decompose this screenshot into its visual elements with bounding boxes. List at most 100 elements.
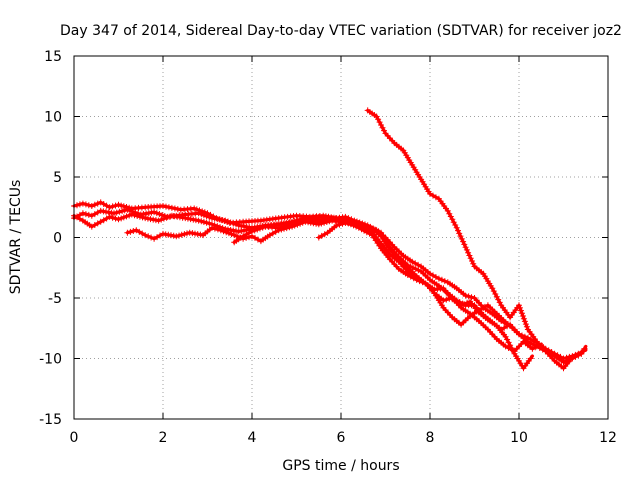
data-point-marker <box>158 216 165 223</box>
data-point-marker <box>120 203 127 210</box>
data-point-marker <box>109 214 116 221</box>
data-point-marker <box>458 302 465 309</box>
series-line <box>125 219 543 353</box>
data-point-marker <box>142 232 149 239</box>
y-axis-label: SDTVAR / TECUs <box>8 180 24 295</box>
data-point-marker <box>168 204 175 211</box>
data-point-marker <box>225 230 232 237</box>
data-point-marker <box>462 244 469 251</box>
data-point-marker <box>323 216 330 223</box>
data-point-marker <box>522 321 529 328</box>
data-point-marker <box>214 226 221 233</box>
data-point-marker <box>79 200 86 207</box>
data-point-marker <box>115 216 122 223</box>
data-point-marker <box>441 278 448 285</box>
data-point-marker <box>468 294 475 301</box>
data-point-marker <box>126 212 133 219</box>
data-point-marker <box>119 208 126 215</box>
y-tick-label: -15 <box>39 412 62 428</box>
series-arc-6 <box>315 220 535 372</box>
data-point-marker <box>321 217 328 224</box>
data-point-marker <box>165 204 172 211</box>
data-point-marker <box>249 228 255 235</box>
data-point-marker <box>467 255 474 262</box>
data-point-marker <box>259 224 266 231</box>
data-point-marker <box>166 213 173 220</box>
series-arc-4 <box>124 217 543 355</box>
data-point-marker <box>118 202 125 209</box>
data-point-marker <box>113 209 120 216</box>
data-point-marker <box>461 241 468 248</box>
data-point-marker <box>136 213 143 220</box>
series-line <box>317 221 535 370</box>
data-point-marker <box>198 218 205 225</box>
data-point-marker <box>581 345 588 352</box>
data-point-marker <box>178 231 185 238</box>
y-tick-label: 0 <box>53 231 62 247</box>
data-point-marker <box>124 229 131 236</box>
data-point-marker <box>112 202 119 209</box>
x-tick-label: 4 <box>248 430 257 446</box>
data-point-marker <box>176 232 182 239</box>
data-point-marker <box>134 213 141 219</box>
data-point-marker <box>131 212 138 219</box>
data-point-marker <box>520 315 527 322</box>
series-line <box>72 200 588 361</box>
data-point-marker <box>120 214 127 221</box>
data-point-marker <box>326 215 333 222</box>
axes: 0 2 4 6 8 10 12 -15 -10 -5 0 5 10 15 <box>39 49 617 446</box>
data-point-marker <box>228 231 235 238</box>
data-point-marker <box>493 293 500 300</box>
data-point-marker <box>455 227 461 234</box>
data-point-marker <box>469 258 475 264</box>
data-point-marker <box>227 219 234 226</box>
data-point-marker <box>376 119 383 126</box>
data-point-marker <box>195 210 202 217</box>
data-point-marker <box>415 267 422 274</box>
series-arc-1 <box>71 199 588 362</box>
data-point-marker <box>410 264 417 271</box>
data-point-marker <box>457 233 464 240</box>
data-point-marker <box>195 217 202 224</box>
data-point-marker <box>318 218 325 224</box>
data-point-marker <box>465 293 472 300</box>
x-tick-label: 12 <box>599 430 617 446</box>
data-point-marker <box>220 228 227 235</box>
data-point-marker <box>155 217 162 224</box>
data-point-marker <box>336 221 343 228</box>
data-point-marker <box>519 310 525 317</box>
data-point-marker <box>462 292 469 299</box>
data-point-marker <box>257 225 263 232</box>
data-point-marker <box>223 229 230 236</box>
data-point-marker <box>153 210 160 217</box>
data-point-marker <box>435 275 442 282</box>
data-point-marker <box>198 211 205 218</box>
data-point-marker <box>520 313 526 319</box>
data-point-marker <box>109 203 116 210</box>
data-point-marker <box>206 220 213 227</box>
data-point-marker <box>449 216 456 223</box>
data-point-marker <box>516 302 522 309</box>
data-point-marker <box>148 234 155 241</box>
y-tick-label: 5 <box>53 170 62 186</box>
data-point-marker <box>159 212 166 218</box>
data-point-marker <box>82 201 89 208</box>
data-point-marker <box>174 206 181 213</box>
data-point-marker <box>510 347 517 354</box>
data-point-marker <box>118 215 125 222</box>
data-point-marker <box>470 260 477 267</box>
data-point-marker <box>458 235 465 242</box>
data-point-marker <box>206 214 213 221</box>
plot-area <box>71 107 588 372</box>
data-point-marker <box>106 213 113 220</box>
data-point-marker <box>127 228 134 235</box>
data-point-marker <box>128 211 135 218</box>
data-point-marker <box>76 201 83 208</box>
data-point-marker <box>354 222 361 229</box>
y-tick-label: -10 <box>39 352 62 368</box>
data-point-marker <box>115 201 122 208</box>
data-point-marker <box>438 276 445 283</box>
data-point-marker <box>111 210 117 217</box>
data-point-marker <box>339 220 346 227</box>
